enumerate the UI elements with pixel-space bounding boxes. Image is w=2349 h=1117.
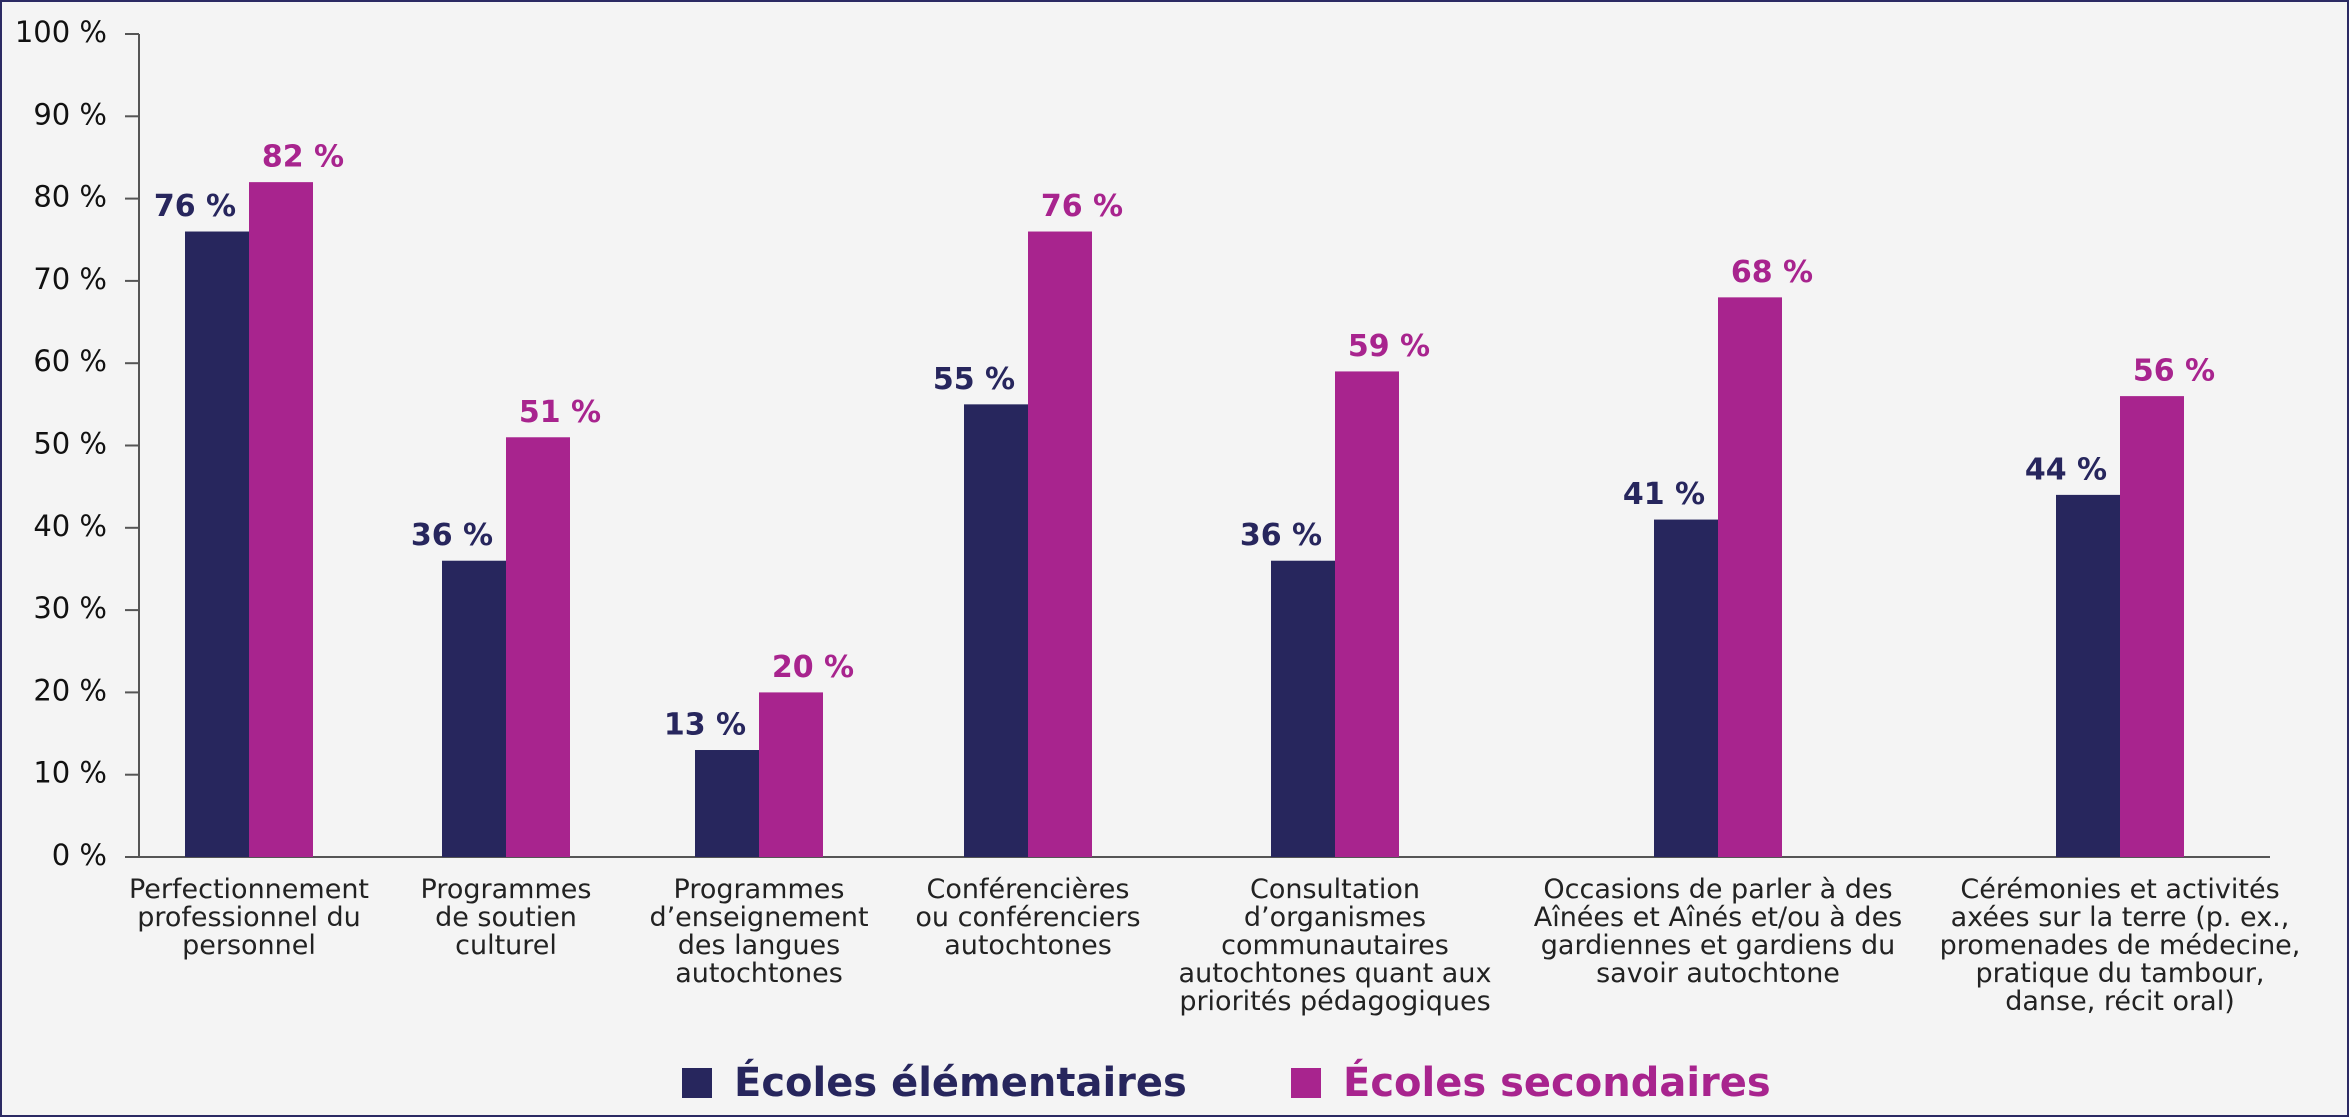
value-label: 76 %: [1041, 189, 1123, 224]
bar: [442, 560, 506, 857]
x-tick-label-line: Occasions de parler à des: [1543, 874, 1892, 905]
x-tick-label-line: des langues: [678, 930, 841, 961]
y-tick-label: 80 %: [33, 180, 107, 214]
x-tick-label-line: savoir autochtone: [1596, 958, 1840, 989]
x-tick-label: Programmes d’enseignement des langues autoc…: [649, 874, 868, 989]
bar: [506, 437, 570, 857]
x-tick-label-line: ou conférenciers: [915, 902, 1140, 933]
y-tick-label: 70 %: [33, 262, 107, 296]
x-tick-label-line: pratique du tambour,: [1975, 958, 2264, 989]
value-label: 76 %: [154, 189, 236, 224]
bar: [1335, 371, 1399, 857]
x-tick-label-line: d’enseignement: [649, 902, 868, 933]
bar: [185, 231, 249, 857]
x-tick-label: Perfectionnement professionnel du personne…: [129, 874, 369, 961]
x-tick-label-line: gardiennes et gardiens du: [1541, 930, 1895, 961]
x-tick-label: Consultation d’organismes communautaires au…: [1179, 874, 1492, 1017]
x-tick-label-line: promenades de médecine,: [1940, 930, 2301, 961]
y-tick-label: 30 %: [33, 591, 107, 625]
x-tick-label-line: Perfectionnement: [129, 874, 369, 905]
x-tick-label-line: culturel: [455, 930, 557, 961]
value-label: 36 %: [411, 518, 493, 553]
value-label: 13 %: [664, 708, 746, 743]
y-tick-label: 90 %: [33, 97, 107, 131]
y-tick-label: 20 %: [33, 673, 107, 707]
x-tick-label-line: Conférencières: [927, 874, 1130, 905]
x-tick-label: Cérémonies et activités axées sur la terr…: [1940, 874, 2301, 1017]
value-label: 68 %: [1731, 255, 1813, 290]
x-tick-label-line: priorités pédagogiques: [1179, 986, 1490, 1017]
x-tick-label-line: autochtones quant aux: [1179, 958, 1492, 989]
y-tick-label: 100 %: [15, 15, 107, 49]
y-tick-label: 60 %: [33, 344, 107, 378]
value-label: 82 %: [262, 140, 344, 175]
bar: [1028, 231, 1092, 857]
bar: [1654, 519, 1718, 857]
x-tick-label-line: de soutien: [435, 902, 577, 933]
value-label: 36 %: [1240, 518, 1322, 553]
x-tick-label-line: communautaires: [1221, 930, 1449, 961]
value-label: 20 %: [772, 650, 854, 685]
x-tick-label-line: Programmes: [674, 874, 845, 905]
legend-swatch: [1291, 1068, 1321, 1098]
bar: [249, 182, 313, 857]
bar: [695, 750, 759, 857]
y-tick-label: 0 %: [52, 838, 107, 872]
x-tick-label-line: Aînées et Aînés et/ou à des: [1534, 902, 1903, 933]
x-tick-label-line: Cérémonies et activités: [1960, 874, 2279, 905]
legend-label: Écoles élémentaires: [734, 1058, 1187, 1106]
bar: [964, 404, 1028, 857]
bar: [2056, 494, 2120, 857]
value-label: 51 %: [519, 395, 601, 430]
x-tick-label-line: danse, récit oral): [2005, 986, 2234, 1017]
value-label: 41 %: [1623, 477, 1705, 512]
bar: [2120, 396, 2184, 857]
bar: [1271, 560, 1335, 857]
value-label: 55 %: [933, 362, 1015, 397]
legend-swatch: [682, 1068, 712, 1098]
y-tick-label: 40 %: [33, 509, 107, 543]
x-tick-label-line: Programmes: [421, 874, 592, 905]
value-label: 44 %: [2025, 452, 2107, 487]
value-label: 56 %: [2133, 354, 2215, 389]
x-tick-label-line: autochtones: [675, 958, 843, 989]
y-tick-label: 10 %: [33, 756, 107, 790]
x-tick-label: Programmes de soutien culturel: [421, 874, 592, 961]
x-tick-label-line: d’organismes: [1244, 902, 1426, 933]
y-tick-label: 50 %: [33, 427, 107, 461]
legend-label: Écoles secondaires: [1343, 1058, 1771, 1106]
x-tick-label-line: personnel: [182, 930, 316, 961]
bar: [1718, 297, 1782, 857]
x-tick-label: Occasions de parler à des Aînées et Aînés…: [1534, 874, 1903, 989]
x-tick-label-line: professionnel du: [137, 902, 361, 933]
x-tick-label-line: autochtones: [944, 930, 1112, 961]
bar: [759, 692, 823, 857]
x-tick-label-line: axées sur la terre (p. ex.,: [1951, 902, 2290, 933]
x-tick-label: Conférencières ou conférenciers autochtone…: [915, 874, 1140, 961]
x-tick-label-line: Consultation: [1250, 874, 1420, 905]
value-label: 59 %: [1348, 329, 1430, 364]
